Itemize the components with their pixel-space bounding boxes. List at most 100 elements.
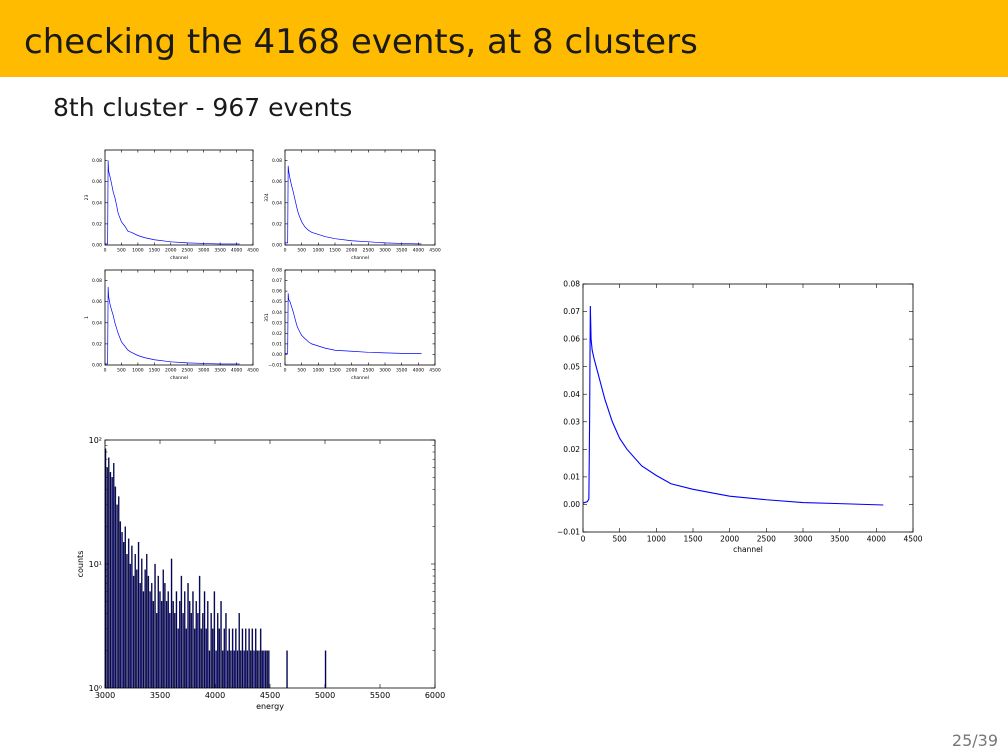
histogram-bar (258, 650, 260, 689)
histogram-bar (226, 650, 229, 689)
y-tick-label: 0.02 (563, 445, 580, 454)
histogram-bar (207, 601, 209, 689)
x-tick-label: 2000 (165, 368, 177, 374)
histogram-bar (221, 650, 224, 689)
x-tick-label: 4000 (413, 368, 425, 374)
y-tick-label: 0.00 (563, 500, 580, 509)
histogram-bar (144, 569, 146, 689)
x-tick-label: 3500 (396, 248, 408, 254)
y-tick-label: 0.04 (92, 320, 102, 326)
x-tick-label: 4000 (867, 535, 886, 544)
y-tick-label: 0.08 (92, 158, 102, 164)
histogram-bar (241, 628, 244, 689)
y-tick-label: 10² (89, 436, 102, 445)
x-tick-label: 1000 (132, 248, 144, 254)
y-tick-label: −0.01 (557, 528, 580, 537)
x-tick-label: 2000 (165, 248, 177, 254)
x-tick-label: 3000 (379, 368, 391, 374)
x-axis-label: channel (351, 255, 369, 261)
x-tick-label: 6000 (425, 691, 445, 700)
y-tick-label: 0.02 (92, 341, 102, 347)
histogram-bar (129, 563, 131, 689)
y-tick-label: 0.08 (272, 268, 282, 274)
chart-4: 0 500 1000 1500 2000 2500 3000 3500 4000 4500 −0.0… (264, 268, 441, 381)
histogram-bar (238, 613, 240, 689)
x-tick-label: 3000 (379, 248, 391, 254)
histogram-bar (137, 542, 140, 689)
histogram-bar (165, 601, 168, 689)
histogram-bar (175, 591, 178, 689)
histogram-bar (248, 628, 250, 689)
page-number: 25/39 (951, 731, 998, 750)
x-axis-label: channel (733, 545, 763, 554)
histogram-bar (184, 591, 186, 689)
histogram-bar (119, 521, 122, 689)
y-tick-label: 0.05 (272, 299, 282, 305)
histogram-bar (113, 463, 115, 689)
histogram-bar (230, 650, 232, 689)
histogram-bar (250, 650, 252, 689)
x-tick-label: 2500 (363, 368, 375, 374)
series-line (582, 306, 884, 506)
histogram-bar (152, 601, 155, 689)
chart-3: 0 500 1000 1500 2000 2500 3000 3500 4000 4500 0.00… (84, 269, 259, 381)
y-tick-label: 0.08 (272, 158, 282, 164)
histogram-bar (185, 628, 188, 689)
y-tick-label: 0.00 (92, 243, 102, 249)
histogram-bar (169, 613, 171, 689)
histogram-bar (259, 628, 262, 689)
x-axis-label: energy (256, 702, 284, 711)
histogram-bar (106, 467, 108, 689)
y-tick-label: 0.04 (272, 310, 282, 316)
x-tick-label: 4500 (429, 248, 441, 254)
histogram-bar (134, 554, 136, 689)
histogram-bar (215, 650, 217, 689)
plot-frame (104, 269, 254, 366)
histogram-bar (111, 477, 113, 689)
y-axis-label: 324 (264, 193, 270, 202)
y-axis-label: 23 (84, 195, 90, 201)
series-line (285, 165, 422, 245)
x-tick-label: 1000 (313, 368, 325, 374)
histogram-bar (220, 601, 222, 689)
x-tick-label: 3500 (396, 368, 408, 374)
histogram-bar (261, 650, 263, 689)
x-tick-label: 500 (297, 368, 306, 374)
histogram-bar (174, 613, 176, 689)
histogram-bar (253, 650, 255, 689)
histogram-bar (225, 613, 227, 689)
histogram-bar (188, 601, 191, 689)
y-tick-label: 0.06 (272, 289, 282, 295)
series-line (105, 286, 240, 365)
x-tick-label: 3000 (793, 535, 812, 544)
histogram-bar (324, 650, 327, 689)
y-tick-label: 0.04 (563, 390, 580, 399)
x-tick-label: 2000 (720, 535, 739, 544)
histogram-bar (203, 591, 206, 689)
histogram-bar (123, 542, 125, 689)
histogram-bar (200, 628, 202, 689)
histogram-bar (228, 628, 230, 689)
x-tick-label: 500 (613, 535, 628, 544)
x-tick-label: 1500 (149, 248, 161, 254)
x-tick-label: 5000 (315, 691, 335, 700)
y-tick-label: 0.08 (92, 278, 102, 284)
y-axis-label: 351 (264, 313, 270, 322)
y-tick-label: 0.06 (92, 179, 102, 185)
histogram-bar (182, 613, 184, 689)
x-axis-label: channel (170, 375, 188, 381)
x-tick-label: 2500 (363, 248, 375, 254)
histogram-bar (264, 650, 267, 689)
histogram-bar (190, 613, 193, 689)
histogram-bar (164, 583, 166, 689)
y-tick-label: 0.03 (272, 320, 282, 326)
histogram-bar (254, 628, 257, 689)
x-tick-label: 1000 (132, 368, 144, 374)
y-tick-label: 0.00 (92, 363, 102, 369)
y-tick-label: 0.01 (272, 341, 282, 347)
y-tick-label: 0.07 (563, 307, 580, 316)
histogram-bar (167, 591, 169, 689)
histogram-bar (147, 575, 150, 689)
y-tick-label: 0.08 (563, 280, 580, 289)
